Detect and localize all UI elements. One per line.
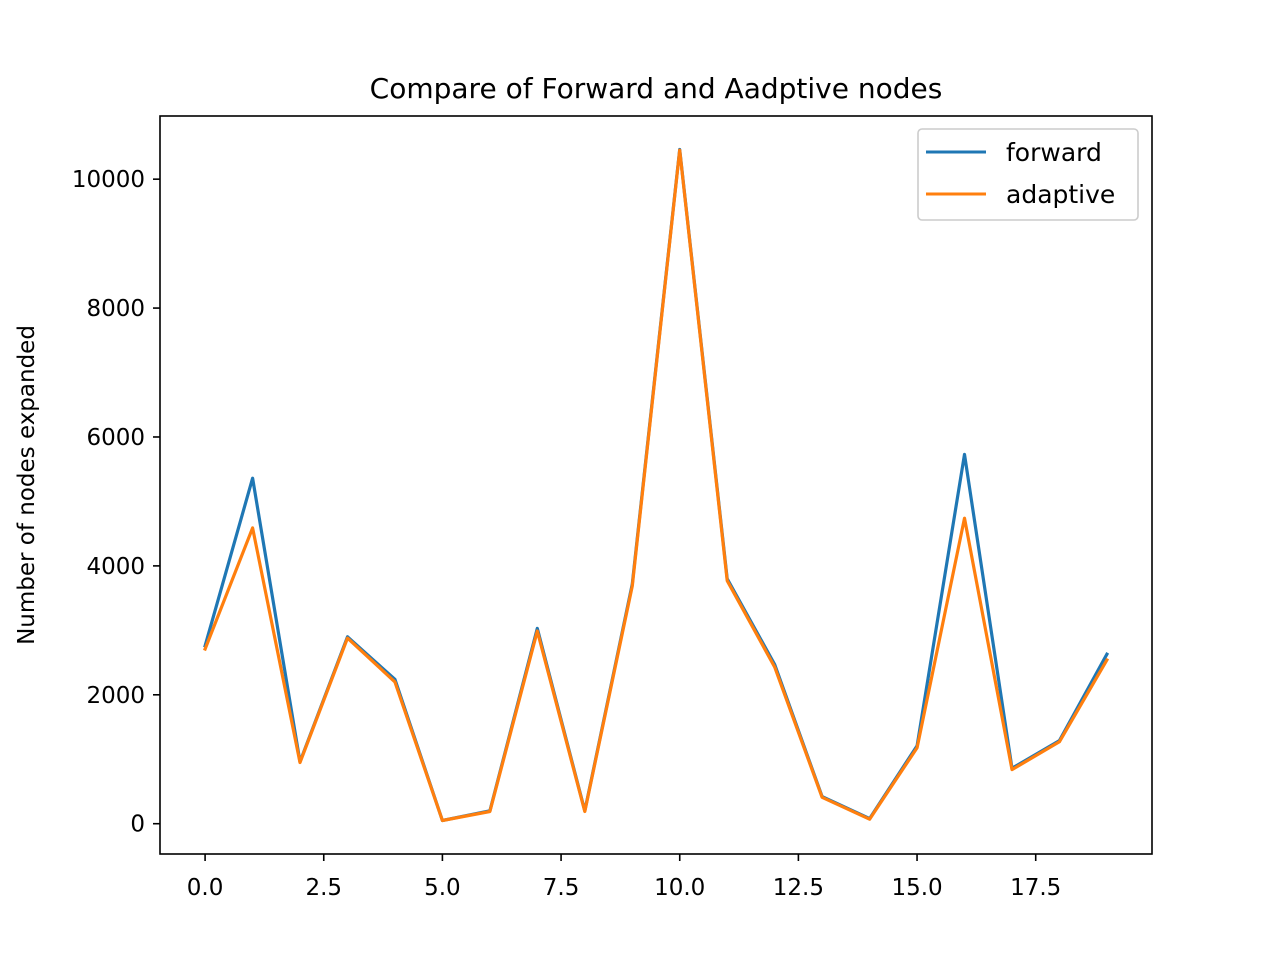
series-line-adaptive <box>203 148 1110 823</box>
y-tick-label: 10000 <box>72 167 145 193</box>
axes-frame <box>159 115 1153 855</box>
y-axis-label: Number of nodes expanded <box>14 325 40 645</box>
chart-title: Compare of Forward and Aadptive nodes <box>370 72 943 105</box>
x-tick-label: 10.0 <box>654 875 705 901</box>
x-tick-label: 0.0 <box>187 875 224 901</box>
x-tick-label: 17.5 <box>1010 875 1061 901</box>
x-tick-label: 15.0 <box>891 875 942 901</box>
x-tick-label: 7.5 <box>543 875 580 901</box>
y-tick-label: 8000 <box>86 296 145 322</box>
plot-area: 0.0 2.5 5.0 7.5 10.0 12.5 15.0 17.5 0 2000 4000 600… <box>72 147 1110 901</box>
y-tick-label: 4000 <box>86 554 145 580</box>
x-tick-label: 2.5 <box>305 875 342 901</box>
x-tick-label: 12.5 <box>773 875 824 901</box>
legend-label-adaptive: adaptive <box>1006 180 1115 209</box>
y-tick-label: 6000 <box>86 425 145 451</box>
y-tick-label: 0 <box>130 812 145 838</box>
y-tick-label: 2000 <box>86 683 145 709</box>
legend-label-forward: forward <box>1006 138 1102 167</box>
legend: forward adaptive <box>917 128 1139 221</box>
x-tick-label: 5.0 <box>424 875 461 901</box>
